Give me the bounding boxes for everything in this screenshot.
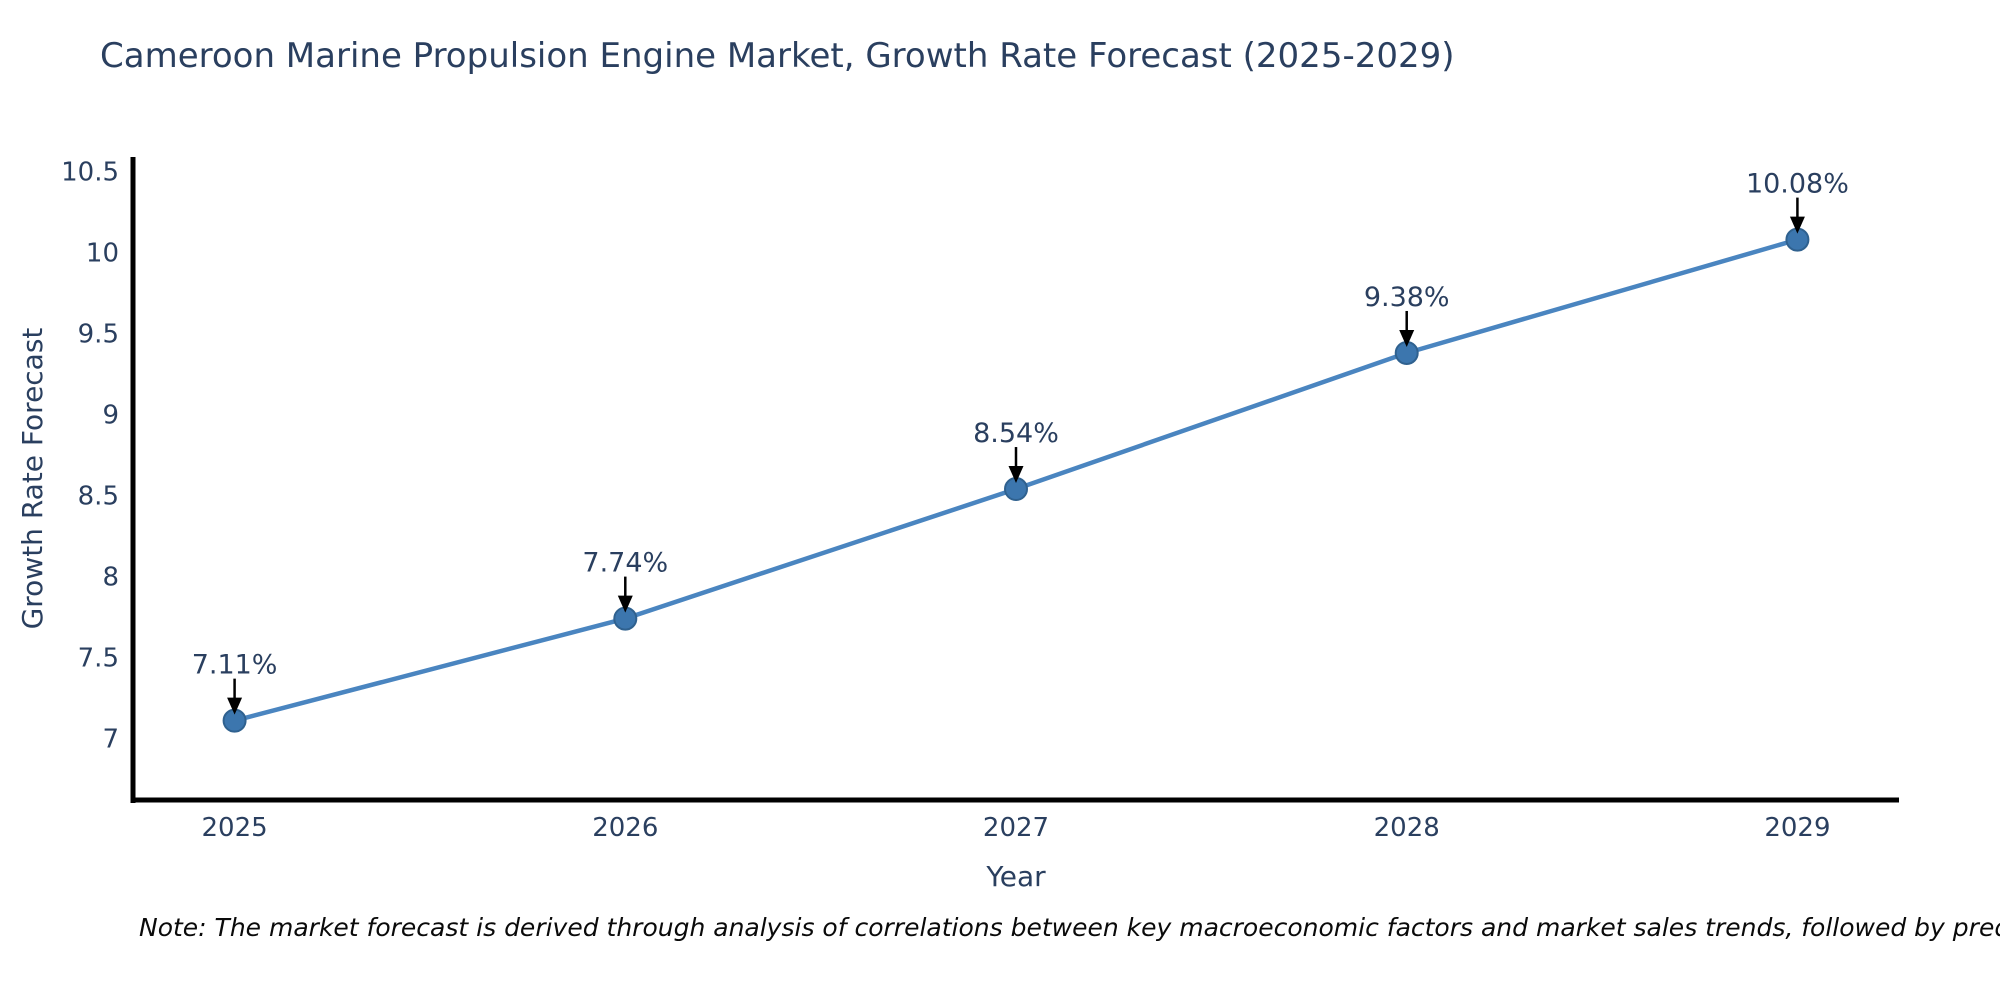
annotation-label: 8.54%	[973, 418, 1059, 449]
annotation-arrowhead-icon	[227, 697, 243, 715]
x-tick-label: 2027	[983, 813, 1049, 843]
annotation-arrowhead-icon	[1789, 216, 1805, 234]
chart-title: Cameroon Marine Propulsion Engine Market…	[100, 36, 1455, 76]
x-tick-label: 2026	[592, 813, 658, 843]
chart-footnote: Note: The market forecast is derived thr…	[139, 913, 2000, 942]
y-tick-label: 7	[102, 724, 119, 754]
x-axis-title: Year	[985, 860, 1046, 893]
annotation-arrowhead-icon	[617, 595, 633, 613]
y-tick-label: 9	[102, 401, 119, 431]
annotation-label: 7.11%	[192, 650, 278, 681]
annotation-arrowhead-icon	[1008, 466, 1024, 484]
y-axis-title: Growth Rate Forecast	[16, 328, 49, 630]
y-tick-label: 8	[102, 562, 119, 592]
x-tick-label: 2028	[1374, 813, 1440, 843]
annotation-arrowhead-icon	[1399, 329, 1415, 347]
y-tick-label: 8.5	[78, 482, 119, 512]
y-tick-label: 10	[86, 239, 119, 269]
annotation-label: 10.08%	[1746, 169, 1849, 200]
y-tick-label: 9.5	[78, 320, 119, 350]
y-tick-label: 7.5	[78, 643, 119, 673]
annotation-label: 9.38%	[1364, 282, 1450, 313]
annotation-label: 7.74%	[582, 548, 668, 579]
y-tick-label: 10.5	[61, 158, 119, 188]
x-tick-label: 2025	[201, 813, 267, 843]
x-tick-label: 2029	[1764, 813, 1830, 843]
